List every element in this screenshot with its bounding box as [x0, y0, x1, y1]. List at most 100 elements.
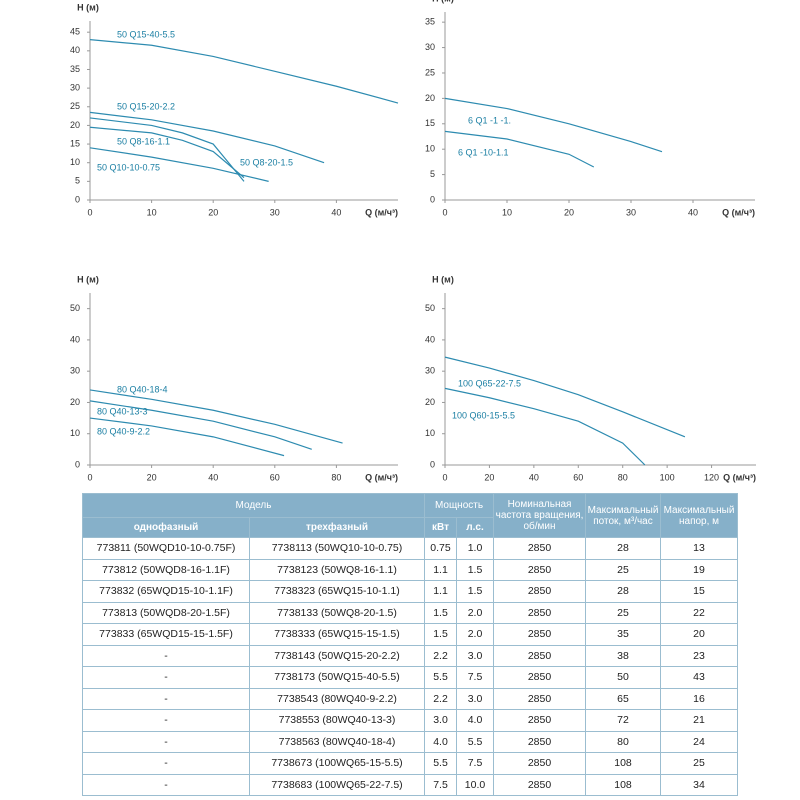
table-cell: 5.5: [455, 730, 495, 753]
table-row: -7738143 (50WQ15-20-2.2) 2.2 3.0 2850 38 23: [82, 644, 739, 667]
table-row: -7738673 (100WQ65-15-5.5) 5.5 7.5 2850 108 25: [82, 752, 739, 775]
table-cell: 2850: [493, 623, 587, 646]
header-cell: Номинальная частота вращения, об/мин: [493, 493, 587, 538]
x-axis-label: Q (м/ч³): [365, 472, 398, 482]
series-label: 50 Q15-20-2.2: [117, 101, 175, 111]
table-cell: -: [82, 687, 250, 710]
table-cell: 7738123 (50WQ8-16-1.1): [249, 558, 425, 581]
table-row: -7738563 (80WQ40-18-4) 4.0 5.5 2850 80 24: [82, 730, 739, 753]
subheader-cell: однофазный: [82, 517, 250, 538]
x-tick-label: 0: [87, 207, 92, 217]
x-axis-label: Q (м/ч³): [365, 207, 398, 217]
table-cell: 35: [585, 623, 662, 646]
series-label: 80 Q40-9-2.2: [97, 426, 150, 436]
x-tick-label: 30: [270, 207, 280, 217]
table-cell: 2.0: [455, 623, 495, 646]
subheader-cell: трехфазный: [249, 517, 425, 538]
y-tick-label: 50: [70, 303, 80, 313]
y-tick-label: 30: [425, 366, 435, 376]
x-tick-label: 60: [270, 472, 280, 482]
y-tick-label: 20: [70, 397, 80, 407]
table-cell: 2850: [493, 601, 587, 624]
x-tick-label: 80: [331, 472, 341, 482]
table-cell: 773812 (50WQD8-16-1.1F): [82, 558, 250, 581]
table-cell: 2850: [493, 666, 587, 689]
x-tick-label: 120: [704, 472, 719, 482]
y-tick-label: 30: [70, 366, 80, 376]
series-label: 50 Q8-16-1.1: [117, 136, 170, 146]
y-tick-label: 5: [75, 176, 80, 186]
table-cell: 80: [585, 730, 662, 753]
y-axis-label: H (м): [432, 0, 454, 3]
table-cell: 2850: [493, 730, 587, 753]
y-tick-label: 10: [425, 428, 435, 438]
table-cell: 65: [585, 687, 662, 710]
y-tick-label: 15: [425, 118, 435, 128]
table-cell: -: [82, 709, 250, 732]
table-cell: 1.5: [455, 580, 495, 603]
table-row: 773833 (65WQD15-15-1.5F) 7738333 (65WQ15-…: [82, 623, 739, 646]
series-label: 100 Q65-22-7.5: [458, 378, 521, 388]
table-cell: 108: [585, 773, 662, 796]
y-tick-label: 40: [70, 334, 80, 344]
table-cell: 7738553 (80WQ40-13-3): [249, 709, 425, 732]
table-cell: 15: [660, 580, 739, 603]
series-label: 6 Q1 -10-1.1: [458, 147, 509, 157]
x-tick-label: 0: [442, 472, 447, 482]
table-cell: 773811 (50WQD10-10-0.75F): [82, 537, 250, 560]
y-tick-label: 45: [70, 27, 80, 37]
header-cell: Мощность: [423, 493, 495, 518]
charts: H (м) Q (м/ч³) 0 10 20 30 40 0 5 10 15 20 25 30 35 40 45…: [70, 0, 756, 482]
table-cell: 1.5: [424, 601, 457, 624]
table-cell: 7738113 (50WQ10-10-0.75): [249, 537, 425, 560]
y-axis-label: H (м): [77, 2, 99, 12]
y-axis-label: H (м): [432, 274, 454, 284]
table-cell: 25: [660, 752, 739, 775]
table-cell: 3.0: [455, 644, 495, 667]
table-cell: 7738673 (100WQ65-15-5.5): [249, 752, 425, 775]
table-cell: 72: [585, 709, 662, 732]
series-label: 6 Q1 -1 -1.: [468, 115, 511, 125]
table-row: Модель Мощность Номинальная частота вращен…: [82, 493, 739, 538]
header-cell: Модель: [82, 493, 425, 518]
table-cell: 24: [660, 730, 739, 753]
y-tick-label: 10: [70, 157, 80, 167]
table-cell: -: [82, 666, 250, 689]
table-cell: 2850: [493, 752, 587, 775]
table-cell: 2850: [493, 773, 587, 796]
y-tick-label: 30: [70, 83, 80, 93]
table-cell: 773832 (65WQD15-10-1.1F): [82, 580, 250, 603]
curve: [444, 97, 663, 153]
x-tick-label: 80: [618, 472, 628, 482]
table-cell: 7.5: [424, 773, 457, 796]
x-tick-label: 0: [87, 472, 92, 482]
table-row: однофазный трехфазный кВт л.с.: [82, 517, 738, 538]
table-cell: 773833 (65WQD15-15-1.5F): [82, 623, 250, 646]
table-cell: 2850: [493, 709, 587, 732]
x-axis-label: Q (м/ч³): [723, 472, 756, 482]
y-tick-label: 35: [70, 64, 80, 74]
y-tick-label: 50: [425, 303, 435, 313]
table-cell: 25: [585, 558, 662, 581]
y-tick-label: 5: [430, 169, 435, 179]
table-row: 773811 (50WQD10-10-0.75F) 7738113 (50WQ10…: [82, 537, 739, 560]
curve: [444, 387, 646, 466]
curve: [89, 39, 399, 104]
table-cell: 7738683 (100WQ65-22-7.5): [249, 773, 425, 796]
header-cell: Максимальный поток, м³/час: [585, 493, 662, 538]
y-tick-label: 0: [75, 194, 80, 204]
curve: [89, 147, 269, 182]
table-cell: 1.0: [455, 537, 495, 560]
table-cell: 43: [660, 666, 739, 689]
table-cell: 2850: [493, 687, 587, 710]
table-cell: 2.2: [424, 644, 457, 667]
table-cell: 4.0: [424, 730, 457, 753]
table-cell: 10.0: [455, 773, 495, 796]
series-label: 80 Q40-18-4: [117, 384, 168, 394]
y-tick-label: 30: [425, 42, 435, 52]
table-cell: -: [82, 752, 250, 775]
y-tick-label: 25: [425, 67, 435, 77]
series-label: 50 Q10-10-0.75: [97, 162, 160, 172]
table-cell: 7.5: [455, 752, 495, 775]
